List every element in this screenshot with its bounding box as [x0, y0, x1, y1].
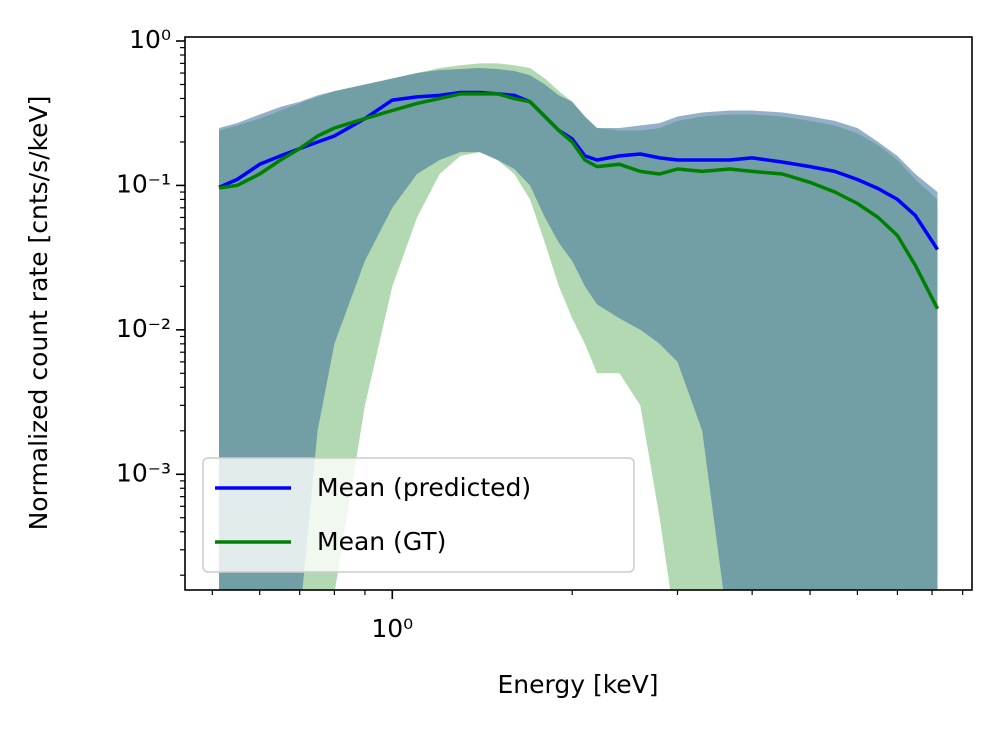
x-tick-label: 10⁰	[371, 614, 413, 643]
x-axis-label: Energy [keV]	[497, 670, 658, 699]
mean-line	[218, 92, 940, 310]
legend-label: Mean (GT)	[317, 527, 446, 556]
axes: 10⁰ 10⁻³ 10⁻² 10⁻¹ 10⁰	[116, 25, 964, 643]
legend-box	[202, 457, 635, 573]
y-tick-label: 10⁻¹	[116, 169, 171, 198]
y-tick-label: 10⁰	[129, 25, 171, 54]
legend: Mean (predicted) Mean (GT)	[202, 457, 635, 573]
legend-label: Mean (predicted)	[317, 473, 531, 502]
y-tick-label: 10⁻³	[116, 458, 171, 487]
plot-area	[218, 63, 940, 590]
axes-frame	[184, 36, 973, 591]
y-axis-label: Normalized count rate [cnts/s/keV]	[24, 96, 53, 531]
band	[219, 68, 938, 590]
y-tick-label: 10⁻²	[116, 314, 171, 343]
